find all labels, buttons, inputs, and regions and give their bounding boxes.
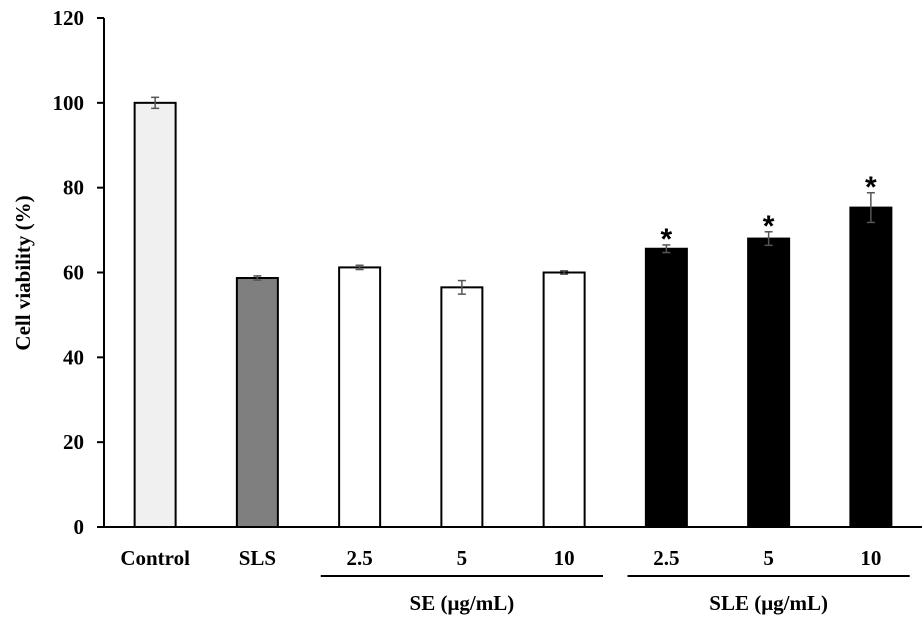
x-tick-label-4: 10 (554, 546, 575, 570)
bar-5 (644, 247, 688, 528)
bar-2 (338, 266, 382, 528)
y-tick-label: 0 (74, 515, 85, 539)
group-brackets: SE (μg/mL) SLE (μg/mL) (320, 575, 910, 615)
category-labels: Control SLS 2.5 5 10 2.5 5 10 (120, 546, 881, 570)
x-tick-label-7: 10 (860, 546, 881, 570)
bar-4 (542, 271, 586, 528)
group-label-0: SE (μg/mL) (410, 591, 515, 615)
significance-markers: * * * (661, 171, 878, 256)
error-bar-7 (866, 192, 875, 224)
error-bar-5 (662, 244, 671, 254)
error-bar-3 (457, 279, 466, 295)
x-tick-label-2: 2.5 (347, 546, 373, 570)
error-bar-1 (253, 275, 262, 281)
x-tick-label-5: 2.5 (653, 546, 679, 570)
y-tick-label: 120 (53, 6, 85, 30)
error-bar-6 (764, 231, 773, 247)
y-tick-label: 20 (63, 430, 84, 454)
y-axis-title: Cell viability (%) (11, 195, 35, 350)
error-bar-0 (151, 96, 160, 110)
y-tick-label: 40 (63, 345, 84, 369)
significance-star-5: * (661, 223, 673, 256)
y-tick-label: 100 (53, 91, 85, 115)
error-bar-2 (355, 264, 364, 271)
group-label-1: SLE (μg/mL) (709, 591, 828, 615)
bar-3 (440, 286, 484, 528)
error-bar-4 (560, 270, 569, 275)
bar-6 (747, 237, 791, 528)
x-tick-label-0: Control (120, 546, 190, 570)
x-tick-label-3: 5 (457, 546, 468, 570)
bar-1 (235, 277, 279, 528)
y-axis-ticks: 0 20 40 60 80 100 120 (53, 6, 104, 539)
significance-star-6: * (763, 210, 775, 243)
error-bars (151, 96, 875, 295)
bar-7 (849, 206, 893, 528)
significance-star-7: * (865, 171, 877, 204)
y-tick-label: 80 (63, 176, 84, 200)
bars (133, 101, 893, 528)
x-tick-label-6: 5 (763, 546, 774, 570)
bar-0 (133, 101, 177, 528)
y-tick-label: 60 (63, 261, 84, 285)
x-tick-label-1: SLS (239, 546, 276, 570)
